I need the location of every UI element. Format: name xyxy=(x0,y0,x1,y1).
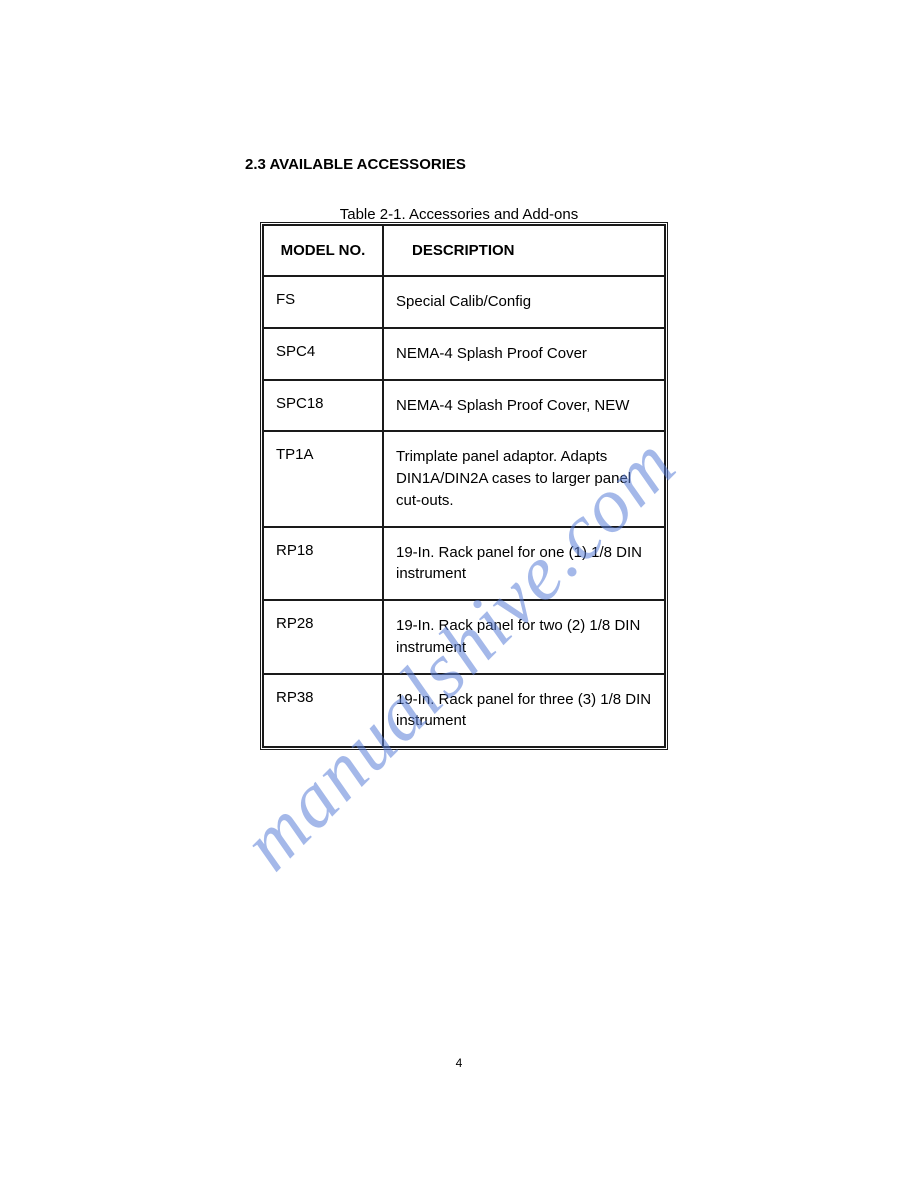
table-header-row: MODEL NO. DESCRIPTION xyxy=(263,225,665,276)
table-row: RP38 19-In. Rack panel for three (3) 1/8… xyxy=(263,674,665,748)
accessories-table: MODEL NO. DESCRIPTION FS Special Calib/C… xyxy=(260,222,668,750)
cell-model: RP38 xyxy=(263,674,383,748)
cell-model: RP28 xyxy=(263,600,383,674)
cell-model: FS xyxy=(263,276,383,328)
page-number: 4 xyxy=(0,1056,918,1070)
cell-description: NEMA-4 Splash Proof Cover xyxy=(383,328,665,380)
column-header-model: MODEL NO. xyxy=(263,225,383,276)
cell-description: NEMA-4 Splash Proof Cover, NEW xyxy=(383,380,665,432)
cell-model: TP1A xyxy=(263,431,383,526)
column-header-description: DESCRIPTION xyxy=(383,225,665,276)
table-row: SPC4 NEMA-4 Splash Proof Cover xyxy=(263,328,665,380)
table-row: TP1A Trimplate panel adaptor. Adapts DIN… xyxy=(263,431,665,526)
document-page: 2.3 AVAILABLE ACCESSORIES Table 2-1. Acc… xyxy=(0,0,918,1188)
cell-model: SPC18 xyxy=(263,380,383,432)
section-heading: 2.3 AVAILABLE ACCESSORIES xyxy=(245,156,466,173)
table-caption: Table 2-1. Accessories and Add-ons xyxy=(0,206,918,223)
table-row: FS Special Calib/Config xyxy=(263,276,665,328)
table-row: RP18 19-In. Rack panel for one (1) 1/8 D… xyxy=(263,527,665,601)
cell-description: 19-In. Rack panel for one (1) 1/8 DIN in… xyxy=(383,527,665,601)
cell-model: SPC4 xyxy=(263,328,383,380)
cell-model: RP18 xyxy=(263,527,383,601)
table-row: SPC18 NEMA-4 Splash Proof Cover, NEW xyxy=(263,380,665,432)
cell-description: Special Calib/Config xyxy=(383,276,665,328)
table-row: RP28 19-In. Rack panel for two (2) 1/8 D… xyxy=(263,600,665,674)
cell-description: 19-In. Rack panel for two (2) 1/8 DIN in… xyxy=(383,600,665,674)
cell-description: 19-In. Rack panel for three (3) 1/8 DIN … xyxy=(383,674,665,748)
cell-description: Trimplate panel adaptor. Adapts DIN1A/DI… xyxy=(383,431,665,526)
